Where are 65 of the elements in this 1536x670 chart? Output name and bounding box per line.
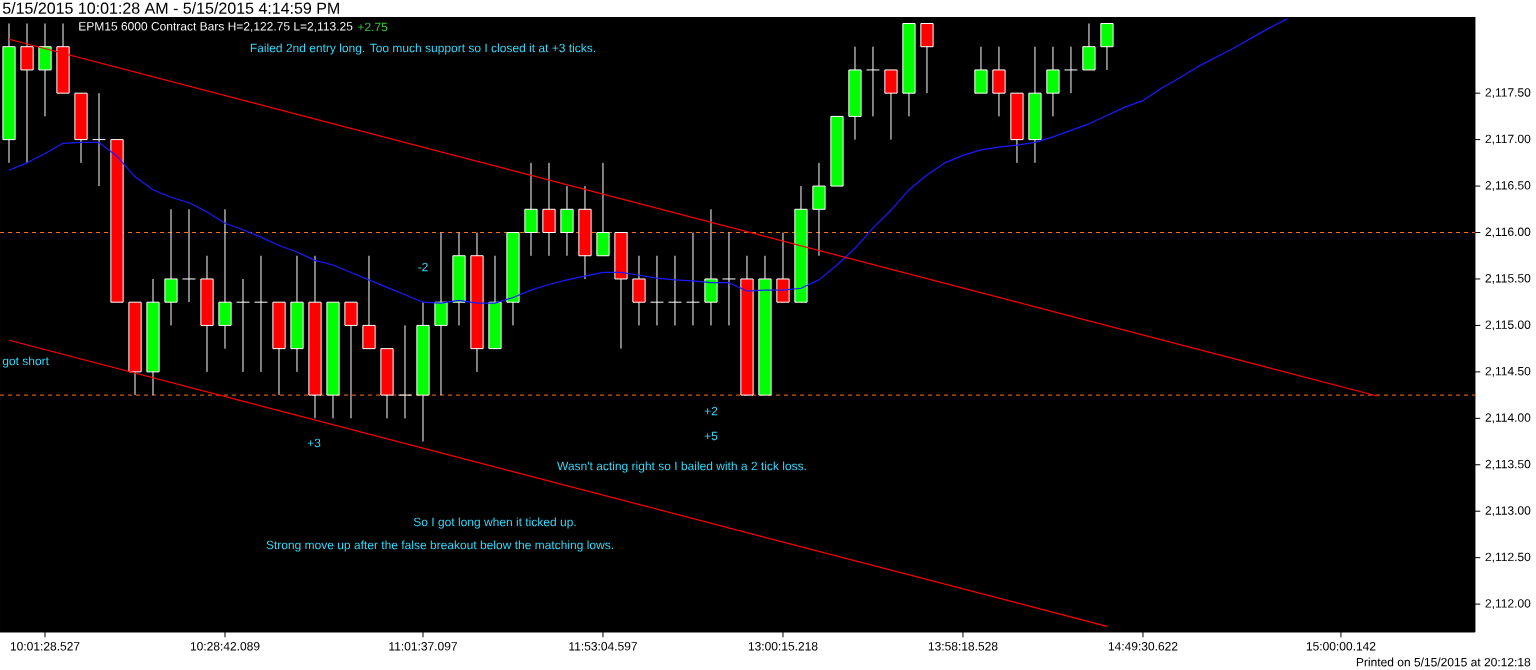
candlestick	[560, 185, 574, 257]
y-tick-label: 2,114.00	[1485, 413, 1531, 424]
candlestick	[865, 46, 880, 117]
chart-title: 5/15/2015 10:01:28 AM - 5/15/2015 4:14:59 PM	[2, 2, 339, 14]
annotation: So I got long when it ticked up.	[413, 517, 576, 529]
candlestick	[632, 255, 646, 326]
candlestick	[596, 162, 610, 257]
candlestick	[434, 232, 448, 396]
candlestick	[650, 255, 664, 326]
y-tick-label: 2,114.50	[1485, 366, 1531, 377]
candlestick	[542, 162, 556, 257]
candlestick	[398, 324, 412, 419]
candlestick	[182, 208, 196, 303]
x-tick-label: 10:28:42.089	[190, 642, 260, 651]
y-tick-label: 2,117.00	[1485, 134, 1531, 145]
annotation: +3	[307, 438, 321, 448]
candlestick	[668, 255, 682, 326]
candlestick	[524, 162, 538, 257]
candlestick	[722, 232, 736, 326]
y-tick-label: 2,116.00	[1485, 227, 1531, 238]
x-tick-label: 11:01:37.097	[389, 642, 457, 651]
candlestick	[704, 208, 718, 326]
candlestick	[992, 46, 1006, 117]
candlestick	[1082, 22, 1096, 71]
candlestick	[1046, 46, 1060, 117]
candlestick	[218, 208, 232, 350]
y-tick-label: 2,112.00	[1485, 599, 1531, 610]
x-tick-label: 13:00:15.218	[748, 642, 818, 651]
x-tick-label: 11:53:04.597	[569, 642, 637, 651]
candlestick	[164, 208, 178, 326]
text: Printed on 5/15/2015 at 20:12:18	[1356, 657, 1531, 667]
annotation: +2	[704, 406, 718, 416]
annotation: -2	[418, 262, 428, 272]
candlestick	[974, 46, 988, 94]
y-tick-label: 2,116.50	[1485, 181, 1531, 192]
y-tick-label: 2,112.50	[1485, 552, 1531, 563]
x-tick-label: 10:01:28.527	[10, 642, 80, 651]
x-tick-label: 13:58:18.528	[928, 642, 998, 651]
y-tick-label: 2,115.00	[1485, 320, 1531, 331]
candlestick	[1063, 46, 1078, 94]
x-tick-label: 15:00:00.142	[1306, 642, 1376, 651]
annotation: Wasn't acting right so I bailed with a 2 tick loss.	[557, 461, 806, 473]
candlestick	[344, 301, 358, 419]
annotation: got short	[2, 356, 49, 368]
chart-subtitle: EPM15 6000 Contract Bars H=2,122.75 L=2,113.25	[79, 22, 353, 32]
candlestick	[776, 232, 790, 303]
candlestick	[920, 22, 934, 94]
candlestick	[92, 92, 106, 187]
y-tick-label: 2,113.00	[1485, 506, 1531, 517]
candlestick	[1100, 22, 1114, 71]
y-tick-label: 2,113.50	[1485, 459, 1531, 470]
candlestick	[884, 69, 898, 141]
candlestick	[236, 278, 250, 373]
candlestick	[362, 255, 376, 350]
y-tick-label: 2,117.50	[1485, 88, 1531, 99]
annotation: Strong move up after the false breakout below the matching lows.	[266, 540, 613, 552]
candlestick	[686, 232, 700, 326]
x-tick-label: 14:49:30.622	[1108, 642, 1178, 651]
candlestick	[812, 162, 826, 257]
y-tick-label: 2,115.50	[1485, 274, 1531, 284]
candlestick	[254, 255, 268, 373]
annotation: +5	[704, 431, 718, 441]
candlestick	[38, 22, 52, 117]
annotation: Failed 2nd entry long. Too much support so I closed it at +3 ticks.	[250, 43, 596, 55]
annotation: +2.75	[358, 22, 388, 32]
